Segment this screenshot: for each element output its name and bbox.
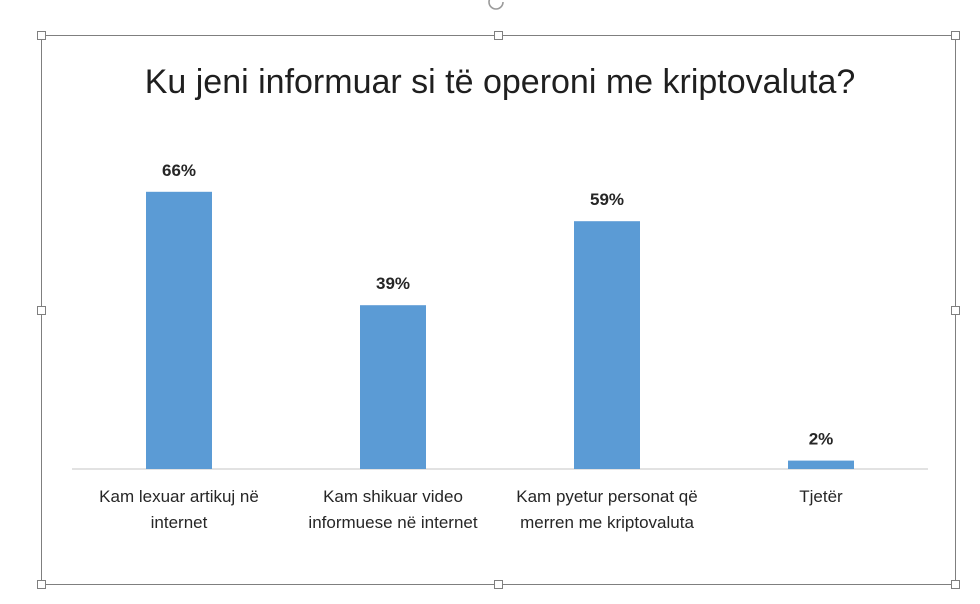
bar-3[interactable] — [574, 221, 640, 469]
resize-handle-bottom-center[interactable] — [494, 580, 503, 589]
category-label-3: Kam pyetur personat që merren me kriptov… — [516, 487, 698, 532]
resize-handle-middle-right[interactable] — [951, 306, 960, 315]
bar-4[interactable] — [788, 460, 854, 469]
resize-handle-middle-left[interactable] — [37, 306, 46, 315]
rotate-handle-icon[interactable] — [486, 0, 506, 12]
resize-handle-top-right[interactable] — [951, 31, 960, 40]
data-label-2: 39% — [376, 274, 410, 293]
chart-title: Ku jeni informuar si të operoni me kript… — [144, 63, 856, 101]
category-label-2: Kam shikuar video informuese në internet — [308, 487, 478, 532]
category-label-1: Kam lexuar artikuj në internet — [99, 487, 259, 532]
resize-handle-top-center[interactable] — [494, 31, 503, 40]
resize-handle-bottom-right[interactable] — [951, 580, 960, 589]
data-label-4: 2% — [809, 430, 834, 449]
bar-1[interactable] — [146, 191, 212, 470]
resize-handle-top-left[interactable] — [37, 31, 46, 40]
resize-handle-bottom-left[interactable] — [37, 580, 46, 589]
data-label-3: 59% — [590, 190, 624, 209]
bar-2[interactable] — [360, 305, 426, 469]
category-label-4: Tjetër — [799, 487, 843, 506]
data-label-1: 66% — [162, 161, 196, 180]
